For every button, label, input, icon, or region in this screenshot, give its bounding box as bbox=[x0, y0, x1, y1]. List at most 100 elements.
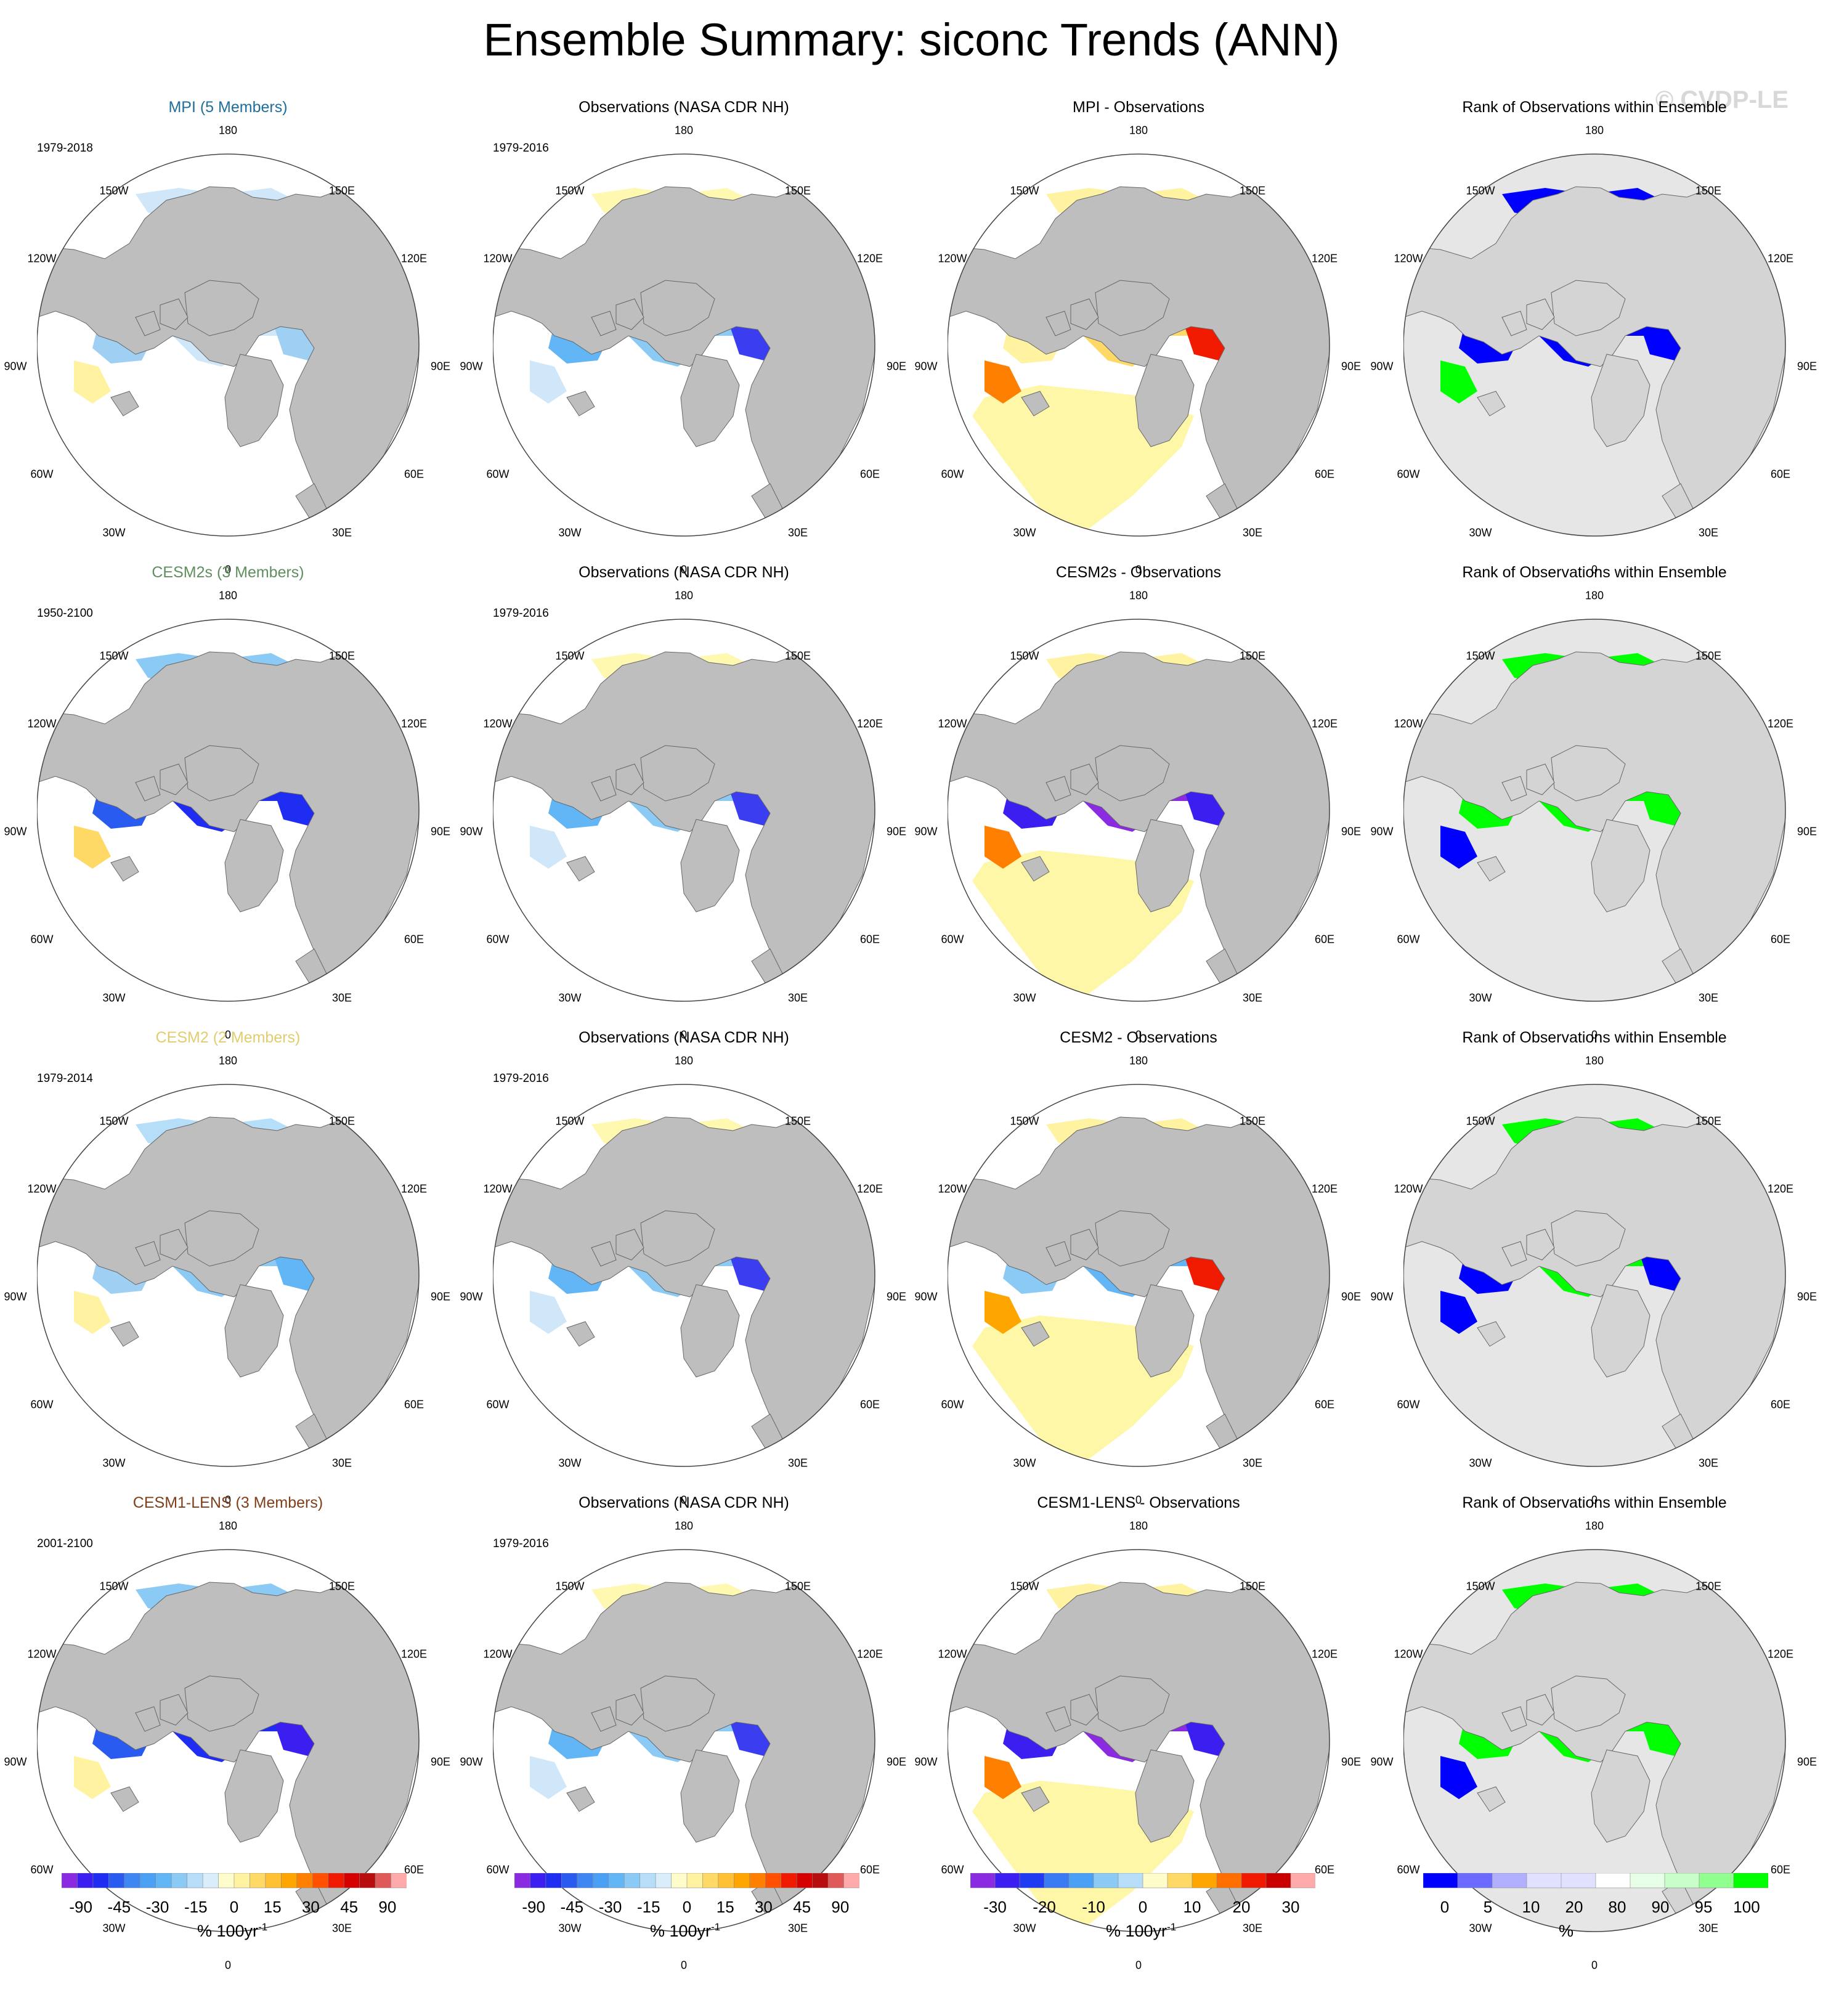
longitude-label: 150W bbox=[99, 649, 129, 662]
longitude-label: 60W bbox=[941, 1398, 964, 1411]
map-panel-model: CESM2s (3 Members) 1950-2100 180 150E 120E 90… bbox=[0, 558, 456, 1041]
colorbar-swatch bbox=[623, 1873, 641, 1888]
colorbar-swatch bbox=[1457, 1873, 1493, 1888]
colorbar-tick-label: 20 bbox=[1232, 1898, 1251, 1916]
colorbar-swatch bbox=[391, 1873, 407, 1888]
colorbar-swatch bbox=[781, 1873, 797, 1888]
longitude-label: 0 bbox=[1135, 1028, 1142, 1041]
longitude-label: 30E bbox=[1698, 526, 1719, 539]
colorbar-swatch bbox=[1733, 1873, 1768, 1888]
longitude-label: 120W bbox=[27, 717, 57, 730]
longitude-label: 30E bbox=[1242, 526, 1263, 539]
land-mass bbox=[1591, 819, 1650, 912]
unit-text: % 100yr bbox=[1106, 1922, 1167, 1940]
longitude-label: 150E bbox=[328, 1115, 355, 1128]
longitude-label: 90W bbox=[914, 1290, 938, 1303]
longitude-label: 120E bbox=[1767, 1648, 1794, 1660]
colorbar-swatch bbox=[1142, 1873, 1168, 1888]
sea-ice-region-baffin bbox=[530, 1291, 567, 1334]
period-label: 1979-2016 bbox=[493, 1072, 549, 1085]
colorbar-swatch bbox=[827, 1873, 845, 1888]
longitude-label: 120W bbox=[938, 252, 967, 265]
map-panel-model: CESM2 (2 Members) 1979-2014 180 150E 120E 90E… bbox=[0, 1023, 456, 1506]
land-mass bbox=[680, 1284, 740, 1378]
longitude-label: 120E bbox=[400, 717, 428, 730]
colorbar-tick-label: -30 bbox=[983, 1898, 1007, 1916]
polar-map bbox=[948, 1084, 1330, 1467]
polar-map bbox=[493, 153, 875, 537]
longitude-label: 180 bbox=[674, 1054, 694, 1067]
colorbar-tick-label: -20 bbox=[1033, 1898, 1056, 1916]
panel-title: Observations (NASA CDR NH) bbox=[579, 1494, 789, 1511]
colorbar-tick-label: 30 bbox=[1281, 1898, 1300, 1916]
colorbar-tick-label: 20 bbox=[1565, 1898, 1583, 1916]
map-boundary bbox=[37, 153, 420, 537]
colorbar-swatch bbox=[171, 1873, 188, 1888]
colorbar-tick-label: 0 bbox=[1440, 1898, 1450, 1916]
colorbar-swatch bbox=[843, 1873, 859, 1888]
colorbar-swatch bbox=[108, 1873, 125, 1888]
map-panel-diff: MPI - Observations 180 150E 120E 90E 60E 30E 0 3… bbox=[911, 92, 1366, 576]
longitude-label: 90W bbox=[914, 1755, 938, 1768]
polar-map bbox=[37, 1084, 420, 1467]
longitude-label: 150E bbox=[328, 649, 355, 662]
land-mass bbox=[640, 745, 715, 802]
colorbar-tick-label: 30 bbox=[301, 1898, 320, 1916]
longitude-label: 60W bbox=[1397, 468, 1420, 481]
sea-ice-region-baffin bbox=[1440, 1756, 1477, 1799]
longitude-label: 150W bbox=[1010, 184, 1039, 197]
period-label: 1979-2014 bbox=[37, 1072, 93, 1085]
land-mass bbox=[640, 280, 715, 336]
colorbar-swatch bbox=[343, 1873, 360, 1888]
longitude-label: 30E bbox=[331, 1922, 352, 1935]
period-label: 1979-2018 bbox=[37, 142, 93, 155]
colorbar-tick-label: 90 bbox=[1651, 1898, 1670, 1916]
longitude-label: 30E bbox=[787, 526, 808, 539]
land-mass bbox=[1070, 298, 1099, 330]
land-mass bbox=[1501, 1241, 1527, 1267]
colorbar-unit: % bbox=[1559, 1921, 1573, 1941]
colorbar-unit: % 100yr-1 bbox=[197, 1921, 267, 1941]
longitude-label: 60W bbox=[486, 1863, 510, 1876]
map-boundary bbox=[37, 1084, 420, 1467]
land-mass bbox=[1135, 1749, 1195, 1843]
land-mass bbox=[1501, 776, 1527, 802]
panel-title: Observations (NASA CDR NH) bbox=[579, 99, 789, 116]
panel-title: CESM2s - Observations bbox=[1055, 564, 1222, 581]
longitude-label: 150W bbox=[99, 1115, 129, 1128]
longitude-label: 150W bbox=[1010, 1115, 1039, 1128]
longitude-label: 120E bbox=[1311, 1182, 1338, 1195]
unit-exponent: -1 bbox=[711, 1921, 721, 1933]
map-panel-rank: Rank of Observations within Ensemble 180 1… bbox=[1366, 558, 1822, 1041]
longitude-label: 120E bbox=[1767, 1182, 1794, 1195]
longitude-label: 120W bbox=[483, 1648, 513, 1660]
longitude-label: 60E bbox=[404, 933, 424, 946]
colorbar-swatch bbox=[202, 1873, 219, 1888]
land-mass bbox=[1526, 1229, 1555, 1261]
longitude-label: 0 bbox=[224, 1494, 232, 1506]
longitude-label: 60W bbox=[30, 1863, 54, 1876]
colorbar-tick-label: 95 bbox=[1694, 1898, 1713, 1916]
colorbar-swatch bbox=[577, 1873, 594, 1888]
land-mass bbox=[1526, 1694, 1555, 1726]
longitude-label: 30E bbox=[787, 1457, 808, 1469]
longitude-label: 30W bbox=[1469, 1922, 1492, 1935]
longitude-label: 30W bbox=[1013, 991, 1036, 1004]
colorbar-swatch bbox=[312, 1873, 329, 1888]
colorbar-swatch bbox=[296, 1873, 314, 1888]
colorbar-tick-label: -90 bbox=[69, 1898, 92, 1916]
land-mass bbox=[1135, 1284, 1195, 1378]
polar-map bbox=[948, 619, 1330, 1002]
longitude-label: 60W bbox=[941, 468, 964, 481]
longitude-label: 180 bbox=[674, 124, 694, 137]
longitude-label: 30E bbox=[1242, 991, 1263, 1004]
sea-ice-region-baffin bbox=[1440, 1291, 1477, 1334]
map-panel-model: MPI (5 Members) 1979-2018 180 150E 120E 90E 60… bbox=[0, 92, 456, 576]
longitude-label: 90E bbox=[430, 1290, 451, 1303]
longitude-label: 60E bbox=[404, 1398, 424, 1411]
land-mass bbox=[1045, 776, 1071, 802]
colorbar-tick-label: 0 bbox=[229, 1898, 239, 1916]
land-mass bbox=[566, 1321, 595, 1347]
longitude-label: 0 bbox=[1135, 563, 1142, 576]
colorbar-tick-label: 80 bbox=[1608, 1898, 1626, 1916]
